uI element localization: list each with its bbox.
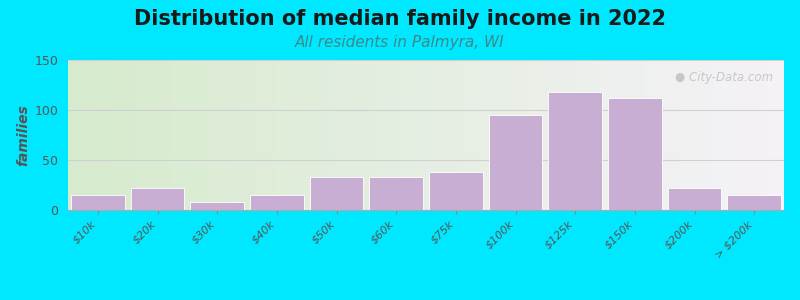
Bar — [71, 195, 125, 210]
Bar — [608, 98, 662, 210]
Bar — [727, 195, 781, 210]
Text: All residents in Palmyra, WI: All residents in Palmyra, WI — [295, 34, 505, 50]
Bar — [250, 195, 304, 210]
Bar — [668, 188, 722, 210]
Y-axis label: families: families — [16, 104, 30, 166]
Text: ● City-Data.com: ● City-Data.com — [675, 70, 774, 83]
Bar — [548, 92, 602, 210]
Bar — [489, 115, 542, 210]
Bar — [190, 202, 244, 210]
Text: Distribution of median family income in 2022: Distribution of median family income in … — [134, 9, 666, 29]
Bar — [429, 172, 482, 210]
Bar — [310, 177, 363, 210]
Bar — [130, 188, 184, 210]
Bar — [370, 177, 423, 210]
